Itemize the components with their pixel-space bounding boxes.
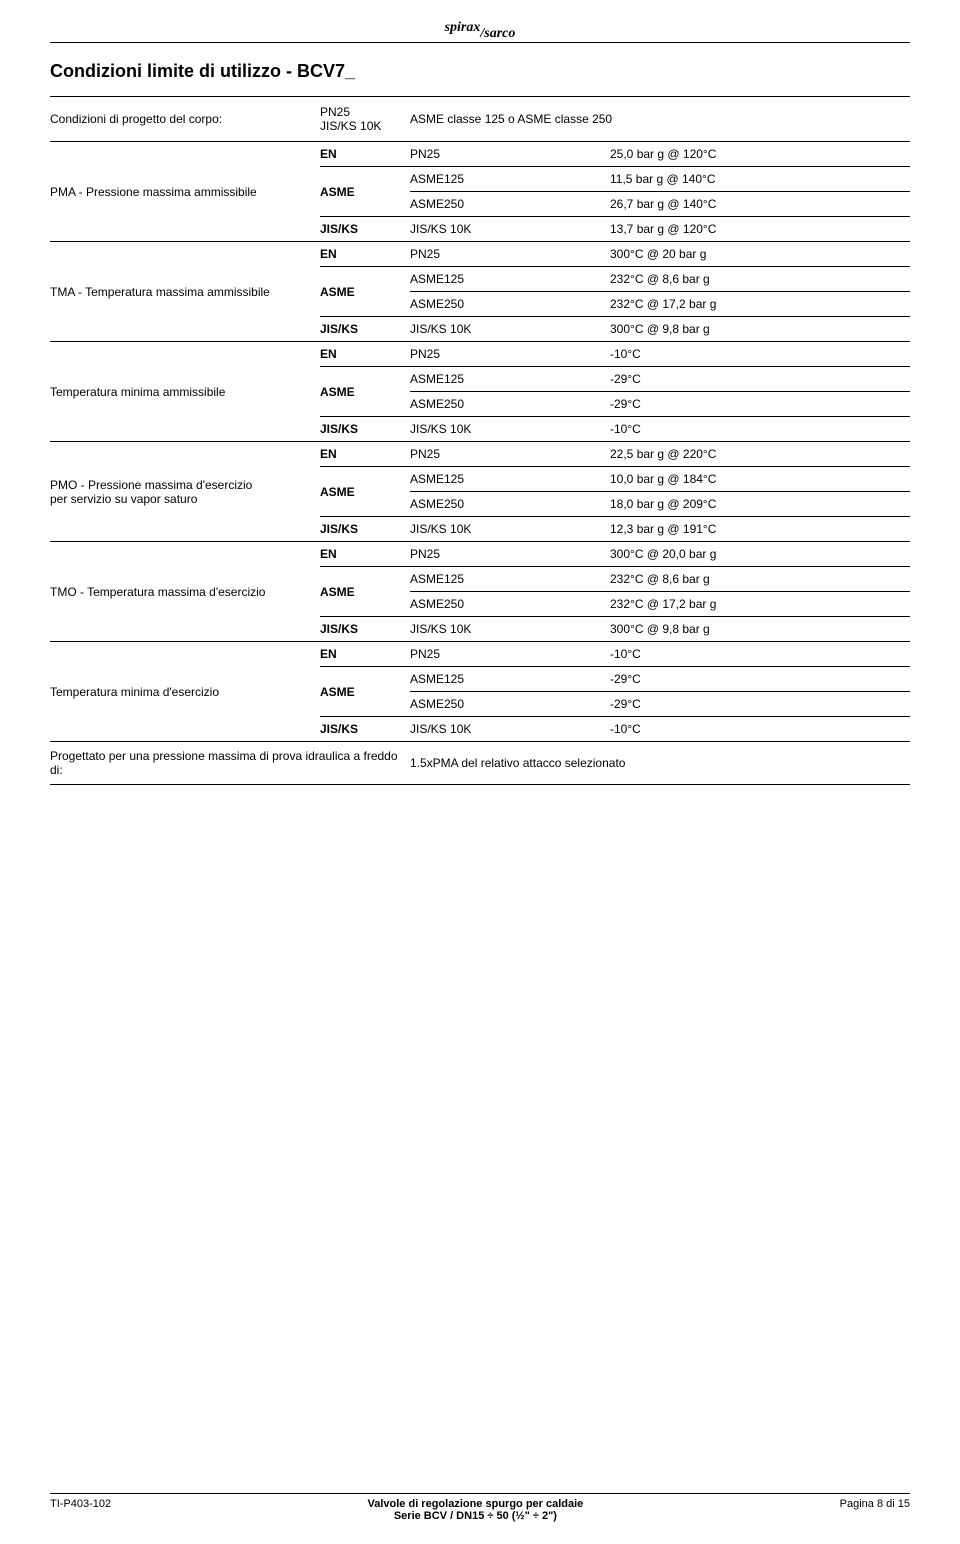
table-row: TMO - Temperatura massima d'esercizioENP… [50,542,910,567]
value-cell: -29°C [610,667,910,692]
value-cell: -10°C [610,417,910,442]
value-cell: 232°C @ 17,2 bar g [610,292,910,317]
substandard-cell: PN25 [410,142,610,167]
value-cell: -10°C [610,642,910,667]
value-cell: 22,5 bar g @ 220°C [610,442,910,467]
standard-cell: JIS/KS [320,217,410,242]
brand-logo: spirax/sarco [50,20,910,36]
substandard-cell: ASME250 [410,192,610,217]
standard-cell: EN [320,542,410,567]
standard-cell: ASME [320,367,410,417]
footer-doc-code: TI-P403-102 [50,1498,111,1522]
value-cell: -10°C [610,717,910,742]
substandard-cell: JIS/KS 10K [410,717,610,742]
substandard-cell: PN25 [410,542,610,567]
footer-title: Valvole di regolazione spurgo per caldai… [368,1498,584,1522]
section-label: TMO - Temperatura massima d'esercizio [50,542,320,642]
standard-cell: ASME [320,667,410,717]
table-row: PMA - Pressione massima ammissibileENPN2… [50,142,910,167]
substandard-cell: ASME125 [410,567,610,592]
substandard-cell: JIS/KS 10K [410,617,610,642]
value-cell: -29°C [610,692,910,717]
value-cell: 300°C @ 9,8 bar g [610,317,910,342]
value-cell: 232°C @ 8,6 bar g [610,567,910,592]
standard-cell: EN [320,242,410,267]
standard-cell: ASME [320,267,410,317]
substandard-cell: JIS/KS 10K [410,217,610,242]
section-label: PMO - Pressione massima d'esercizioper s… [50,442,320,542]
standard-cell: EN [320,142,410,167]
standard-cell: ASME [320,167,410,217]
value-cell: 300°C @ 20,0 bar g [610,542,910,567]
table-row: Temperatura minima d'esercizioENPN25-10°… [50,642,910,667]
page-title: Condizioni limite di utilizzo - BCV7_ [50,61,910,82]
logo-part1: spirax [445,20,481,35]
table-row: TMA - Temperatura massima ammissibileENP… [50,242,910,267]
page-footer: TI-P403-102 Valvole di regolazione spurg… [50,1493,910,1522]
value-cell: 11,5 bar g @ 140°C [610,167,910,192]
substandard-cell: ASME250 [410,392,610,417]
section-label: Temperatura minima d'esercizio [50,642,320,742]
standard-cell: EN [320,342,410,367]
standard-cell: ASME [320,467,410,517]
substandard-cell: ASME250 [410,292,610,317]
design-class: ASME classe 125 o ASME classe 250 [410,97,910,142]
final-label: Progettato per una pressione massima di … [50,742,410,785]
value-cell: -29°C [610,392,910,417]
standard-cell: EN [320,442,410,467]
footer-page-number: Pagina 8 di 15 [840,1498,910,1522]
section-label: TMA - Temperatura massima ammissibile [50,242,320,342]
table-row: Temperatura minima ammissibileENPN25-10°… [50,342,910,367]
substandard-cell: PN25 [410,442,610,467]
value-cell: 300°C @ 9,8 bar g [610,617,910,642]
substandard-cell: ASME125 [410,367,610,392]
substandard-cell: ASME125 [410,267,610,292]
substandard-cell: ASME125 [410,467,610,492]
substandard-cell: ASME250 [410,492,610,517]
substandard-cell: ASME250 [410,592,610,617]
standard-cell: JIS/KS [320,617,410,642]
standard-cell: JIS/KS [320,517,410,542]
substandard-cell: JIS/KS 10K [410,417,610,442]
value-cell: 10,0 bar g @ 184°C [610,467,910,492]
standard-cell: ASME [320,567,410,617]
standard-cell: JIS/KS [320,417,410,442]
final-value: 1.5xPMA del relativo attacco selezionato [410,742,910,785]
substandard-cell: PN25 [410,342,610,367]
value-cell: 232°C @ 8,6 bar g [610,267,910,292]
value-cell: 13,7 bar g @ 120°C [610,217,910,242]
substandard-cell: PN25 [410,242,610,267]
value-cell: 300°C @ 20 bar g [610,242,910,267]
value-cell: -10°C [610,342,910,367]
final-row: Progettato per una pressione massima di … [50,742,910,785]
value-cell: 25,0 bar g @ 120°C [610,142,910,167]
value-cell: -29°C [610,367,910,392]
value-cell: 18,0 bar g @ 209°C [610,492,910,517]
design-std: PN25JIS/KS 10K [320,97,410,142]
substandard-cell: ASME250 [410,692,610,717]
substandard-cell: JIS/KS 10K [410,317,610,342]
substandard-cell: ASME125 [410,667,610,692]
value-cell: 12,3 bar g @ 191°C [610,517,910,542]
logo-part2: sarco [484,26,515,42]
spec-table: Condizioni di progetto del corpo:PN25JIS… [50,96,910,785]
value-cell: 232°C @ 17,2 bar g [610,592,910,617]
standard-cell: EN [320,642,410,667]
substandard-cell: JIS/KS 10K [410,517,610,542]
table-row: PMO - Pressione massima d'esercizioper s… [50,442,910,467]
substandard-cell: PN25 [410,642,610,667]
value-cell: 26,7 bar g @ 140°C [610,192,910,217]
standard-cell: JIS/KS [320,717,410,742]
section-label: PMA - Pressione massima ammissibile [50,142,320,242]
section-label: Temperatura minima ammissibile [50,342,320,442]
top-divider [50,42,910,43]
substandard-cell: ASME125 [410,167,610,192]
standard-cell: JIS/KS [320,317,410,342]
design-label: Condizioni di progetto del corpo: [50,97,320,142]
